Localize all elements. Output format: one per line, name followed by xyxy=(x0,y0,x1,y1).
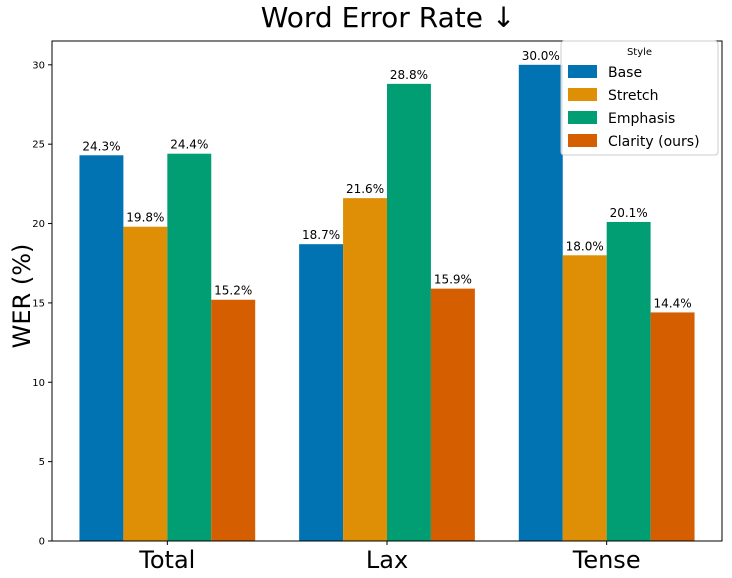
legend: Style Base Stretch Emphasis Clarity (ours) xyxy=(560,40,719,156)
legend-title: Style xyxy=(627,47,652,58)
y-tick-label: 5 xyxy=(39,457,45,468)
y-tick-label: 30 xyxy=(32,60,45,71)
bar-base-total xyxy=(79,155,124,542)
legend-label: Stretch xyxy=(608,88,659,104)
legend-frame xyxy=(560,40,719,156)
legend-swatch xyxy=(568,65,597,78)
data-label: 24.3% xyxy=(82,139,120,153)
data-label: 14.4% xyxy=(654,296,692,310)
y-tick-label: 15 xyxy=(32,298,45,309)
y-axis-ticks: 0 5 10 15 20 25 30 xyxy=(32,60,52,548)
bar-stretch-tense xyxy=(562,255,607,542)
value-labels-layer: 24.3% 18.7% 30.0% 19.8% 21.6% 18.0% 24.4% 28.8%… xyxy=(82,49,691,311)
x-tick-label: Lax xyxy=(366,546,408,574)
bars-layer xyxy=(79,64,695,542)
legend-swatch xyxy=(568,88,597,101)
data-label: 28.8% xyxy=(390,68,428,82)
bar-base-tense xyxy=(518,64,563,542)
data-label: 21.6% xyxy=(346,182,384,196)
data-label: 15.2% xyxy=(214,284,252,298)
bar-emphasis-lax xyxy=(387,83,431,541)
legend-label: Emphasis xyxy=(608,111,675,127)
chart-title: Word Error Rate ↓ xyxy=(261,1,516,34)
data-label: 18.0% xyxy=(566,239,604,253)
data-label: 20.1% xyxy=(610,206,648,220)
y-tick-label: 10 xyxy=(32,378,45,389)
bar-stretch-total xyxy=(123,226,168,541)
bar-clarity-ours-tense xyxy=(650,312,695,541)
data-label: 18.7% xyxy=(302,228,340,242)
bar-clarity-ours-lax xyxy=(430,288,475,541)
legend-label: Clarity (ours) xyxy=(608,134,700,150)
data-label: 19.8% xyxy=(126,211,164,225)
x-tick-label: Tense xyxy=(572,546,641,574)
legend-swatch xyxy=(568,134,597,147)
x-axis-ticks: Total Lax Tense xyxy=(138,541,641,574)
data-label: 24.4% xyxy=(170,138,208,152)
y-axis-label: WER (%) xyxy=(8,244,36,349)
y-tick-label: 25 xyxy=(32,140,45,151)
y-tick-label: 0 xyxy=(39,537,45,548)
legend-label: Base xyxy=(608,65,642,81)
data-label: 15.9% xyxy=(434,273,472,287)
bar-base-lax xyxy=(299,244,344,541)
bar-clarity-ours-total xyxy=(211,299,256,541)
x-tick-label: Total xyxy=(138,546,195,574)
data-label: 30.0% xyxy=(522,49,560,63)
bar-emphasis-total xyxy=(167,153,212,541)
legend-swatch xyxy=(568,111,597,124)
y-tick-label: 20 xyxy=(32,219,45,230)
bar-emphasis-tense xyxy=(606,221,651,541)
bar-stretch-lax xyxy=(343,198,387,541)
